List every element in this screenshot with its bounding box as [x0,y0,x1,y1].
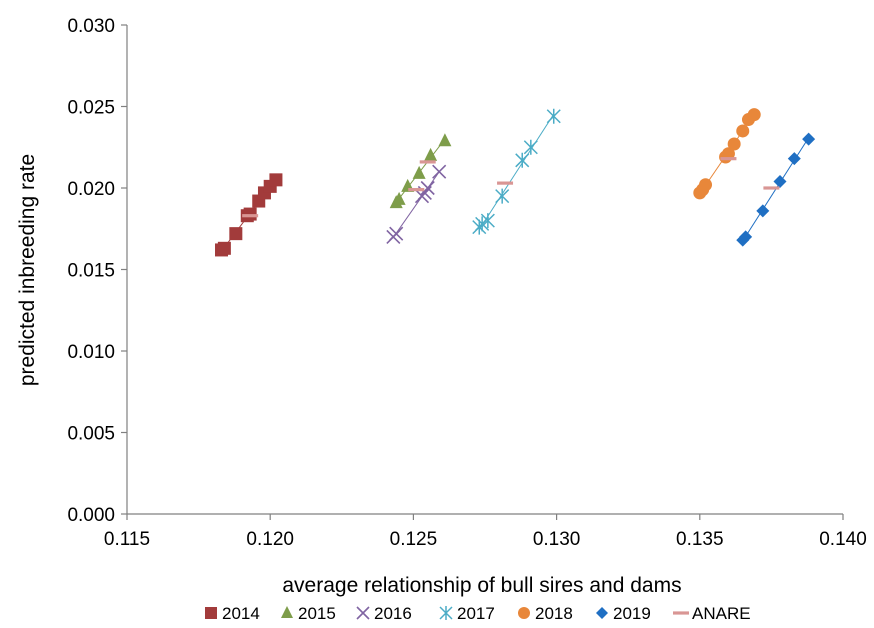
axes: 0.000 0.005 0.010 0.015 0.020 0.025 0.030 0.115… [67,16,866,550]
y-tick-label: 0.020 [67,179,115,200]
legend-label-2018: 2018 [535,604,573,623]
trendlines [221,113,810,252]
data-point-2017 [480,213,495,229]
legend-label-2014: 2014 [222,604,260,623]
data-point-anare [763,186,780,190]
legend-label-2015: 2015 [298,604,336,623]
data-point-2019 [787,152,801,166]
legend-marker-2014 [205,607,217,619]
x-tick-label: 0.130 [533,529,581,550]
data-point-2014 [217,241,231,255]
data-point-2014 [243,207,257,221]
data-point-anare [720,157,737,161]
legend-marker-2018 [518,607,530,619]
x-tick-label: 0.140 [819,529,867,550]
x-tick-label: 0.135 [676,529,724,550]
data-point-2017 [495,188,510,204]
data-point-2017 [515,152,530,168]
data-point-2017 [546,108,561,124]
y-tick-label: 0.005 [67,424,115,445]
y-tick-label: 0.000 [67,505,115,526]
data-point-anare [497,181,514,185]
data-point-2014 [269,173,283,187]
data-point-2015 [412,165,426,179]
x-tick-label: 0.115 [104,529,150,550]
data-point-2018 [747,108,761,122]
data-point-2019 [773,174,787,188]
x-tick-label: 0.120 [246,529,294,550]
data-point-2015 [392,191,406,205]
legend-label-2016: 2016 [374,604,412,623]
data-point-2018 [727,137,741,151]
data-point-anare [419,160,436,164]
y-tick-label: 0.010 [67,342,115,363]
data-point-anare [408,188,425,192]
legend-marker-2015 [281,606,293,618]
legend-label-anare: ANARE [692,604,751,623]
x-tick-label: 0.125 [390,529,438,550]
data-point-2018 [699,178,713,192]
data-point-2018 [736,124,750,138]
data-point-2019 [802,132,816,146]
data-points [215,108,816,257]
legend-label-2019: 2019 [613,604,651,623]
x-axis-title: average relationship of bull sires and d… [282,574,681,597]
trendline-2017 [478,113,555,230]
data-point-2017 [523,139,538,155]
legend-marker-2017 [439,606,453,620]
legend-marker-anare [673,611,689,615]
y-axis-title: predicted inbreeding rate [16,154,39,386]
data-point-2019 [739,230,753,244]
data-point-2015 [424,147,438,161]
legend-marker-2019 [596,607,608,619]
data-point-2016 [432,164,447,179]
legend: 2014 2015 2016 2017 2018 2019 ANARE [205,604,751,623]
data-point-2016 [420,180,435,196]
y-tick-label: 0.015 [67,261,115,282]
legend-marker-2016 [356,606,370,620]
legend-label-2017: 2017 [457,604,495,623]
trendline-2016 [392,171,440,238]
y-tick-label: 0.030 [67,16,115,37]
data-point-2014 [229,227,243,241]
data-point-2015 [438,133,452,147]
data-point-2016 [389,226,404,241]
data-point-anare [242,214,259,218]
y-tick-label: 0.025 [67,98,115,119]
data-point-2018 [721,147,735,161]
data-point-2019 [756,204,770,218]
